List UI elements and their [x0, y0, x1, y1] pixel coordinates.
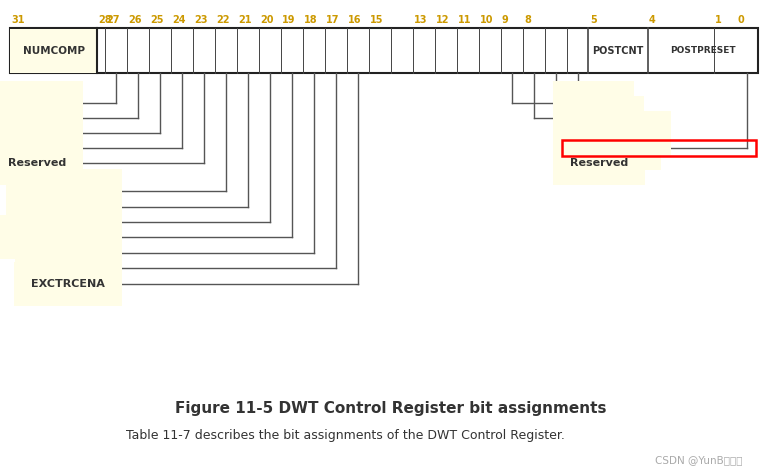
- Text: FOLDEVTENA: FOLDEVTENA: [23, 202, 105, 212]
- Text: 24: 24: [172, 15, 186, 25]
- Text: 10: 10: [480, 15, 493, 25]
- Text: 28: 28: [98, 15, 112, 25]
- Text: 23: 23: [194, 15, 207, 25]
- Text: CYCTAP: CYCTAP: [570, 98, 618, 108]
- Text: SLEEPEVTENA: SLEEPEVTENA: [17, 232, 105, 242]
- Text: 31: 31: [11, 15, 24, 25]
- Text: 9: 9: [502, 15, 509, 25]
- Text: NOEXTTRIG: NOEXTTRIG: [0, 113, 66, 123]
- Text: EXCEVTENA: EXCEVTENA: [31, 248, 105, 258]
- Text: 18: 18: [304, 15, 318, 25]
- Text: 20: 20: [260, 15, 273, 25]
- Text: NUMCOMP: NUMCOMP: [23, 46, 85, 56]
- Text: 4: 4: [649, 15, 655, 25]
- Text: Figure 11-5 DWT Control Register bit assignments: Figure 11-5 DWT Control Register bit ass…: [175, 400, 607, 416]
- Text: CYCEVTENA: CYCEVTENA: [31, 186, 105, 196]
- Bar: [10, 28, 758, 73]
- Text: 1: 1: [715, 15, 722, 25]
- Bar: [10, 29, 97, 72]
- Text: LSUEVTENA: LSUEVTENA: [31, 217, 105, 227]
- Text: 12: 12: [436, 15, 449, 25]
- Text: SYNCTAP: SYNCTAP: [570, 113, 627, 123]
- Text: 15: 15: [370, 15, 384, 25]
- Text: Reserved: Reserved: [570, 158, 628, 168]
- Text: Table 11-7 describes the bit assignments of the DWT Control Register.: Table 11-7 describes the bit assignments…: [125, 428, 565, 442]
- Text: 16: 16: [348, 15, 362, 25]
- Text: 19: 19: [282, 15, 295, 25]
- Text: 17: 17: [326, 15, 340, 25]
- Text: CPIEVTENA: CPIEVTENA: [35, 263, 105, 273]
- Text: 5: 5: [590, 15, 597, 25]
- Bar: [562, 140, 756, 156]
- Text: 27: 27: [106, 15, 120, 25]
- Text: 26: 26: [128, 15, 142, 25]
- Text: 21: 21: [238, 15, 251, 25]
- Text: POSTPRESET: POSTPRESET: [670, 46, 736, 55]
- Text: CYCCNTENA: CYCCNTENA: [570, 143, 644, 153]
- Text: EXCTRCENA: EXCTRCENA: [31, 279, 105, 289]
- Text: NOCYCCNT: NOCYCCNT: [0, 128, 66, 138]
- Text: POSTCNT: POSTCNT: [592, 46, 644, 56]
- Text: NOTRCPKT: NOTRCPKT: [0, 98, 66, 108]
- Text: PCSAMPLENA: PCSAMPLENA: [570, 128, 655, 138]
- Text: 25: 25: [150, 15, 164, 25]
- Text: 13: 13: [414, 15, 428, 25]
- Text: CSDN @YunB西风英: CSDN @YunB西风英: [655, 455, 742, 465]
- Text: Reserved: Reserved: [8, 158, 66, 168]
- Text: 22: 22: [216, 15, 229, 25]
- Text: 0: 0: [737, 15, 744, 25]
- Text: 8: 8: [524, 15, 531, 25]
- Text: NOPRFCNT: NOPRFCNT: [0, 143, 66, 153]
- Text: 11: 11: [458, 15, 471, 25]
